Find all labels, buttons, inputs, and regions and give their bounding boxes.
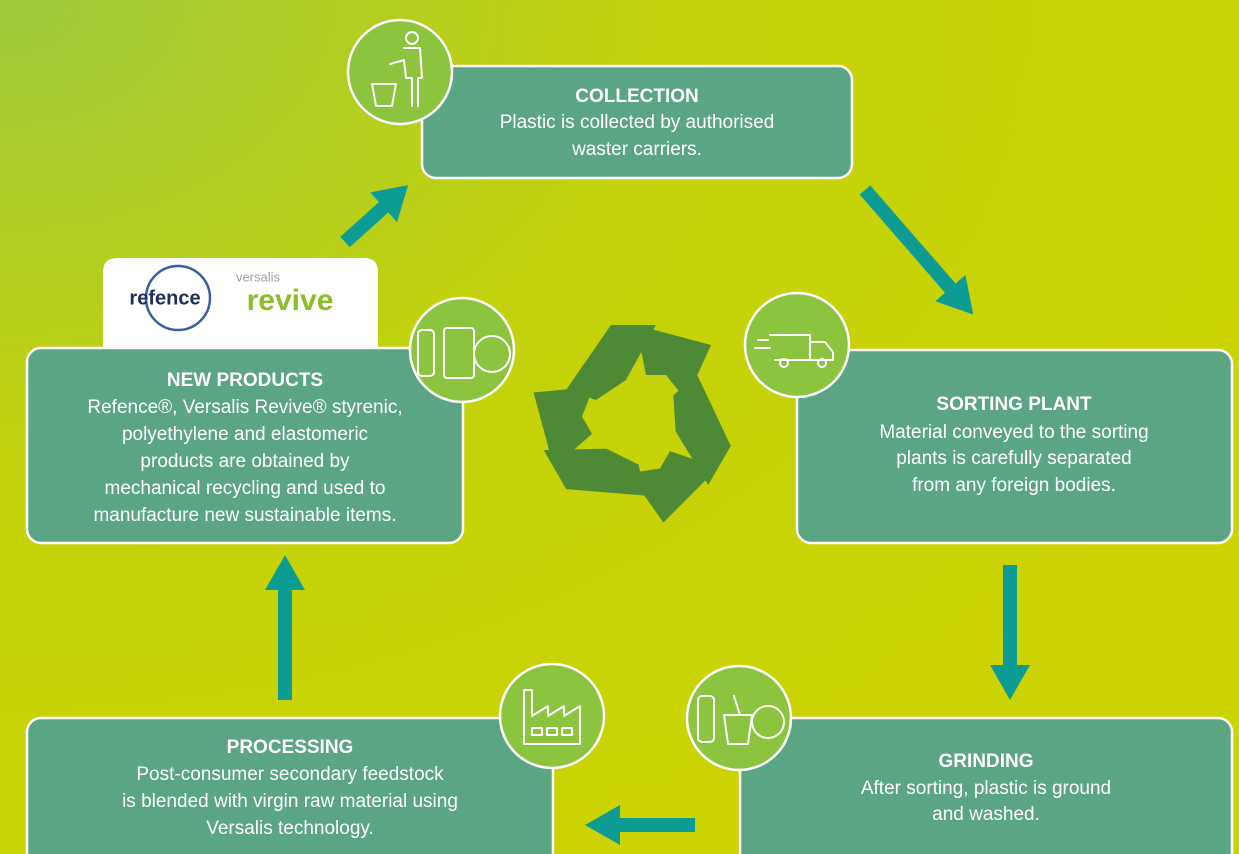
logo-box bbox=[103, 258, 378, 348]
step-title: GRINDING bbox=[939, 751, 1034, 772]
icon-products bbox=[408, 296, 516, 404]
step-text: Plastic is collected by authorised bbox=[500, 112, 775, 133]
arrow bbox=[990, 565, 1030, 700]
step-box bbox=[795, 348, 1234, 545]
step-text: manufacture new sustainable items. bbox=[93, 505, 396, 526]
step-text: and washed. bbox=[932, 804, 1040, 825]
step-box bbox=[25, 346, 465, 545]
icon-collection bbox=[346, 18, 454, 126]
step-text: products are obtained by bbox=[140, 451, 350, 472]
recycle-symbol bbox=[533, 325, 731, 523]
step-text: Post-consumer secondary feedstock bbox=[136, 764, 444, 785]
arrow bbox=[585, 805, 695, 845]
step-text: from any foreign bodies. bbox=[912, 475, 1116, 496]
step-text: After sorting, plastic is ground bbox=[861, 778, 1111, 799]
step-box bbox=[738, 716, 1234, 854]
step-box bbox=[420, 64, 854, 180]
step-text: plants is carefully separated bbox=[896, 448, 1132, 469]
arrow bbox=[859, 185, 974, 315]
icon-sorting bbox=[743, 291, 851, 399]
logo-text: revive bbox=[247, 284, 334, 317]
icon-grinding bbox=[685, 664, 793, 772]
step-text: is blended with virgin raw material usin… bbox=[122, 791, 458, 812]
logo-text: versalis bbox=[236, 269, 281, 284]
arrow bbox=[265, 555, 305, 700]
step-title: COLLECTION bbox=[575, 86, 699, 107]
step-text: mechanical recycling and used to bbox=[105, 478, 386, 499]
step-text: Refence®, Versalis Revive® styrenic, bbox=[87, 397, 402, 418]
logo-text: refence bbox=[129, 287, 200, 309]
icon-processing bbox=[498, 662, 606, 770]
flow-arrows bbox=[265, 185, 1030, 845]
step-text: waster carriers. bbox=[571, 139, 702, 160]
step-title: NEW PRODUCTS bbox=[167, 370, 323, 391]
logo-ring bbox=[144, 264, 212, 332]
step-box bbox=[25, 716, 555, 854]
step-text: Material conveyed to the sorting bbox=[879, 422, 1148, 443]
arrow bbox=[340, 185, 409, 248]
step-title: SORTING PLANT bbox=[936, 394, 1092, 415]
step-text: polyethylene and elastomeric bbox=[122, 424, 368, 445]
step-text: Versalis technology. bbox=[206, 818, 374, 839]
step-title: PROCESSING bbox=[227, 737, 354, 758]
